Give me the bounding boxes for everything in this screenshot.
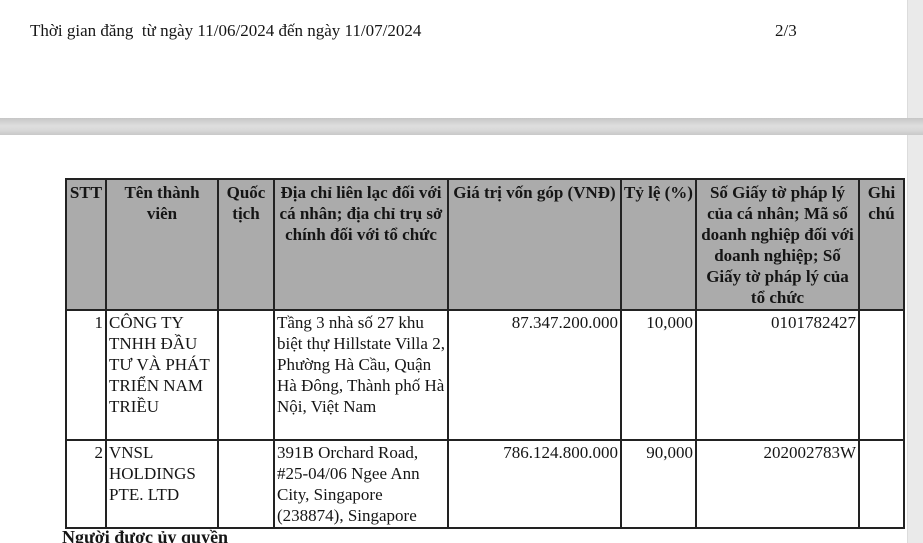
cell-capital-value: 87.347.200.000 [447,309,622,441]
cell-member-name: VNSL HOLDINGS PTE. LTD [105,439,219,529]
separator-band [0,118,923,135]
members-table: STT Tên thành viên Quốc tịch Địa chỉ liê… [65,178,905,529]
page-right-gutter [907,0,923,543]
cell-nationality [217,439,275,529]
cell-note [858,309,905,441]
cell-stt: 2 [65,439,107,529]
table-row: 1 CÔNG TY TNHH ĐẦU TƯ VÀ PHÁT TRIỂN NAM … [65,309,905,441]
cell-note [858,439,905,529]
cell-member-name: CÔNG TY TNHH ĐẦU TƯ VÀ PHÁT TRIỂN NAM TR… [105,309,219,441]
authorized-person-label-clipped: Người được ủy quyền [62,527,229,543]
cell-ratio: 90,000 [620,439,697,529]
page-number: 2/3 [775,21,797,40]
col-header-nationality: Quốc tịch [217,178,275,311]
cell-legal-id: 0101782427 [695,309,860,441]
cell-stt: 1 [65,309,107,441]
col-header-member-name: Tên thành viên [105,178,219,311]
col-header-capital-value: Giá trị vốn góp (VNĐ) [447,178,622,311]
cell-address: Tầng 3 nhà số 27 khu biệt thự Hillstate … [273,309,449,441]
col-header-note: Ghi chú [858,178,905,311]
posting-period-text: Thời gian đăng từ ngày 11/06/2024 đến ng… [30,21,422,40]
col-header-legal-id: Số Giấy tờ pháp lý của cá nhân; Mã số do… [695,178,860,311]
cell-address: 391B Orchard Road, #25-04/06 Ngee Ann Ci… [273,439,449,529]
cell-legal-id: 202002783W [695,439,860,529]
cell-capital-value: 786.124.800.000 [447,439,622,529]
cell-nationality [217,309,275,441]
col-header-stt: STT [65,178,107,311]
table-header-row: STT Tên thành viên Quốc tịch Địa chỉ liê… [65,178,905,311]
cell-ratio: 10,000 [620,309,697,441]
col-header-address: Địa chỉ liên lạc đối với cá nhân; địa ch… [273,178,449,311]
table-row: 2 VNSL HOLDINGS PTE. LTD 391B Orchard Ro… [65,439,905,529]
col-header-ratio: Tỷ lệ (%) [620,178,697,311]
